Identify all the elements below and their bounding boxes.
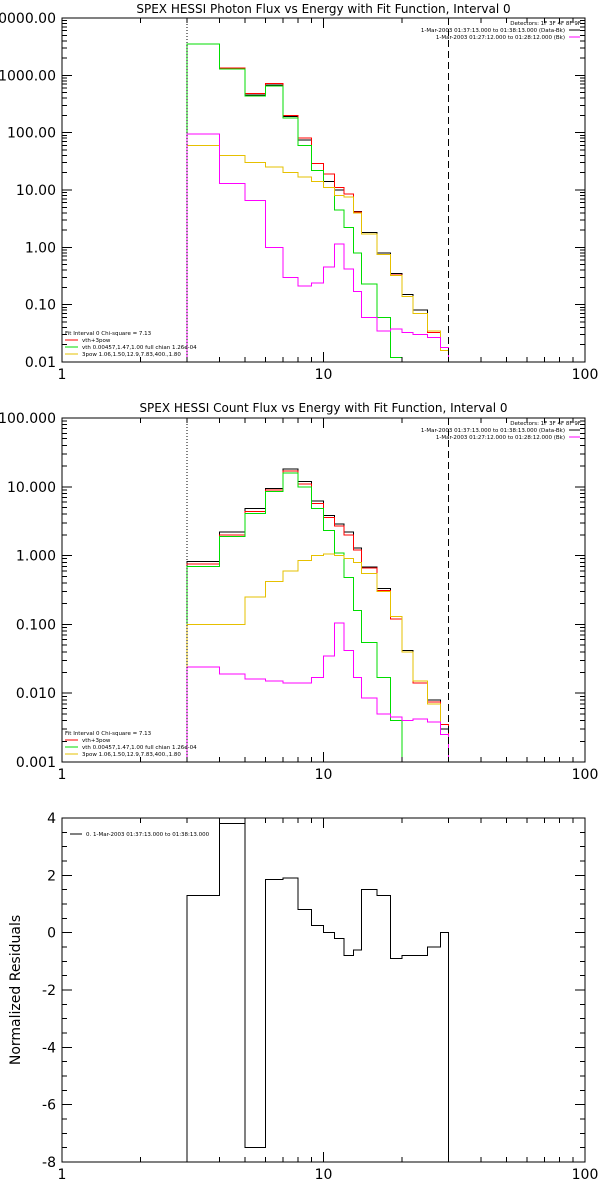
y-tick-label: 100.000 <box>0 411 56 427</box>
axes-frame <box>61 17 586 363</box>
legend-entry: Fit Interval 0 Chi-square = 7.13 <box>65 731 152 737</box>
series-line-4 <box>186 553 449 762</box>
series-line-4 <box>186 144 449 362</box>
y-axis-label: Normalized Residuals <box>8 915 24 1065</box>
y-tick-label: 4 <box>47 811 56 827</box>
legend-entry: 3pow 1.06,1.50,12.9,7.83,400.,1.80 <box>82 752 181 758</box>
legend-entry: vth+3pow <box>82 338 111 344</box>
y-tick-label: 1000.00 <box>0 68 56 84</box>
info-text: 1-Mar-2003 01:27:12.000 to 01:28:12.000 … <box>436 435 565 441</box>
info-text: 1-Mar-2003 01:37:13.000 to 01:38:13.000 … <box>421 28 565 34</box>
x-tick-label: 1 <box>58 1167 67 1183</box>
series-line-3 <box>186 43 449 362</box>
legend-entry: vth 0.00457,1.47,1.00 full chian 1.26e-0… <box>82 745 197 751</box>
chart-panel-1: SPEX HESSI Photon Flux vs Energy with Fi… <box>0 2 598 383</box>
x-tick-label: 100 <box>572 1167 599 1183</box>
x-tick-label: 100 <box>572 367 599 383</box>
y-tick-label: -6 <box>42 1098 56 1114</box>
y-tick-label: 0.001 <box>16 755 56 771</box>
chart-panel-2: SPEX HESSI Count Flux vs Energy with Fit… <box>0 401 598 783</box>
series-line-1 <box>186 823 449 1162</box>
x-tick-label: 10 <box>315 367 333 383</box>
series-line-2 <box>186 43 449 362</box>
y-tick-label: 0.100 <box>16 617 56 633</box>
chart-title: SPEX HESSI Photon Flux vs Energy with Fi… <box>136 2 510 16</box>
info-text: Detectors: 1F 3F 4F 8F 9F <box>510 421 581 427</box>
y-tick-label: 0 <box>47 926 56 942</box>
y-tick-label: 10000.00 <box>0 11 56 27</box>
series-line-5 <box>186 622 449 762</box>
axes-frame <box>61 817 586 1163</box>
y-tick-label: 1.000 <box>16 549 56 565</box>
legend-entry: 3pow 1.06,1.50,12.9,7.83,400.,1.80 <box>82 352 181 358</box>
y-tick-label: -2 <box>42 983 56 999</box>
plot-area <box>186 823 449 1162</box>
series-line-1 <box>186 468 449 762</box>
x-tick-label: 10 <box>315 767 333 783</box>
info-text: 1-Mar-2003 01:37:13.000 to 01:38:13.000 … <box>421 428 565 434</box>
chart-panel-3: 1 10 100 -8 -6 -4 -2 0 2 4 Normalized Residuals 0. … <box>8 811 598 1183</box>
x-tick-label: 1 <box>58 767 67 783</box>
x-tick-label: 100 <box>572 767 599 783</box>
y-tick-label: 0.10 <box>25 298 56 314</box>
y-tick-label: 1.00 <box>25 240 56 256</box>
y-tick-label: 0.01 <box>25 355 56 371</box>
y-tick-label: -4 <box>42 1040 56 1056</box>
legend-entry: Fit Interval 0 Chi-square = 7.13 <box>65 331 152 337</box>
legend-entry: vth 0.00457,1.47,1.00 full chian 1.26e-0… <box>82 345 197 351</box>
series-line-1 <box>186 43 449 362</box>
y-tick-label: 100.00 <box>7 126 56 142</box>
plot-area <box>186 468 449 762</box>
series-line-2 <box>186 470 449 762</box>
y-tick-label: -8 <box>42 1155 56 1171</box>
series-line-5 <box>186 133 449 362</box>
legend-entry: vth+3pow <box>82 738 111 744</box>
chart-title: SPEX HESSI Count Flux vs Energy with Fit… <box>139 401 507 415</box>
y-tick-label: 0.010 <box>16 686 56 702</box>
series-line-3 <box>186 472 449 762</box>
legend-entry: 0. 1-Mar-2003 01:37:13.000 to 01:38:13.0… <box>86 832 210 838</box>
y-tick-label: 10.000 <box>7 480 56 496</box>
y-tick-label: 10.00 <box>16 183 56 199</box>
x-tick-label: 10 <box>315 1167 333 1183</box>
info-text: Detectors: 1F 3F 4F 8F 9F <box>510 21 581 27</box>
x-tick-label: 1 <box>58 367 67 383</box>
info-text: 1-Mar-2003 01:27:12.000 to 01:28:12.000 … <box>436 35 565 41</box>
y-tick-label: 2 <box>47 868 56 884</box>
axes-frame <box>61 417 586 763</box>
plot-area <box>186 43 449 362</box>
